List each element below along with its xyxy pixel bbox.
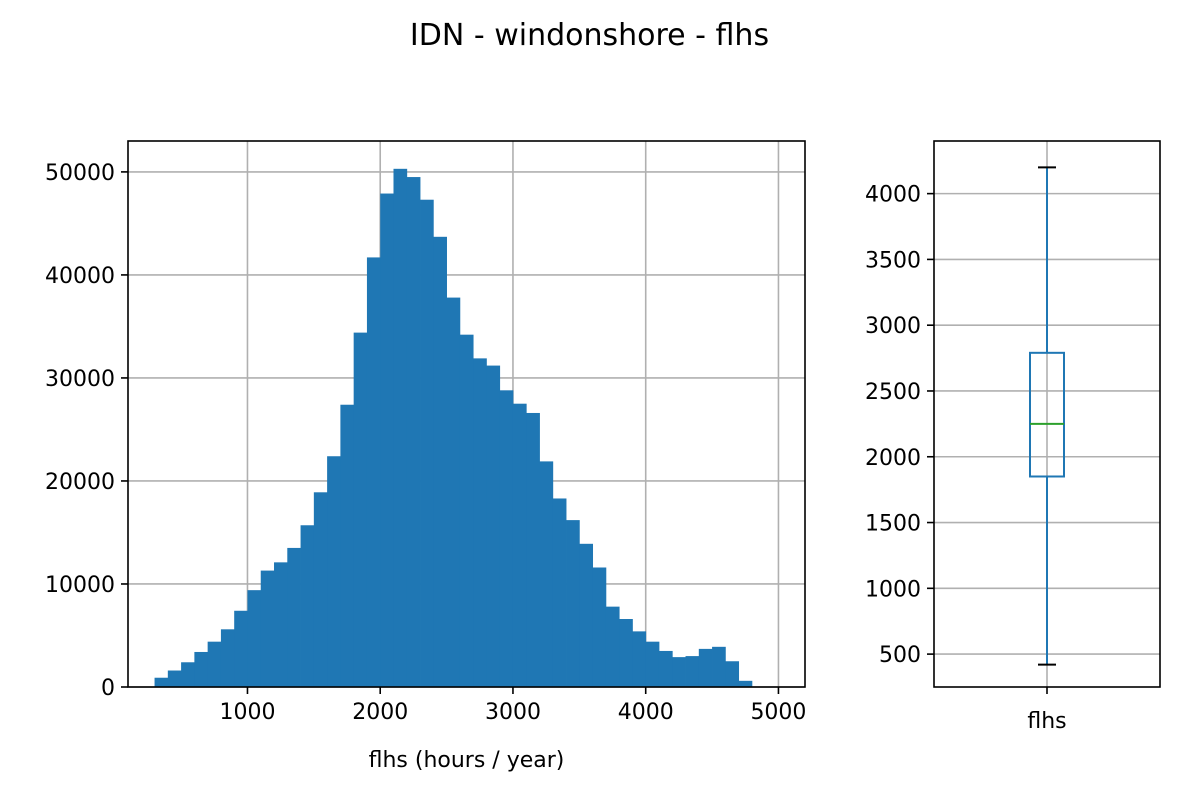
- histogram-bar: [473, 358, 487, 687]
- histogram-bar: [632, 631, 647, 687]
- y-tick-label: 2000: [865, 446, 921, 471]
- histogram-bar: [579, 543, 594, 687]
- histogram-bar: [393, 168, 408, 688]
- histogram-bar: [420, 199, 434, 687]
- histogram-bar: [645, 641, 660, 687]
- y-tick-label: 0: [101, 676, 115, 701]
- histogram-bar: [207, 641, 222, 687]
- histogram-bar: [672, 657, 686, 687]
- histogram-bar: [353, 332, 368, 687]
- chart-title: IDN - windonshore - flhs: [410, 18, 769, 53]
- histogram-bar: [234, 610, 248, 687]
- iqr-box: [1029, 351, 1065, 478]
- y-tick-label: 500: [879, 643, 921, 668]
- histogram-bar: [167, 670, 182, 687]
- y-tick-label: 1000: [865, 577, 921, 602]
- x-tick-label: 3000: [485, 700, 541, 725]
- x-tick-label: 1000: [219, 700, 275, 725]
- histogram-bar: [247, 590, 262, 687]
- y-tick-label: 4000: [865, 183, 921, 208]
- histogram-bar: [512, 403, 527, 687]
- histogram-xlabel: flhs (hours / year): [369, 748, 565, 773]
- histogram-bar: [287, 547, 301, 687]
- y-tick-label: 50000: [45, 161, 115, 186]
- x-tick-label: flhs: [1027, 709, 1066, 734]
- histogram-bar: [539, 461, 554, 687]
- histogram-bar: [619, 619, 633, 687]
- boxplot: [1029, 166, 1065, 666]
- histogram-bar: [181, 662, 195, 687]
- y-tick-label: 10000: [45, 573, 115, 598]
- y-tick-label: 3000: [865, 314, 921, 339]
- y-tick-label: 40000: [45, 264, 115, 289]
- x-tick-label: 2000: [352, 700, 408, 725]
- histogram-bar: [685, 656, 700, 687]
- histogram-bar: [738, 680, 753, 687]
- y-tick-label: 2500: [865, 380, 921, 405]
- histogram-bar: [406, 177, 421, 687]
- histogram-bar: [552, 498, 567, 687]
- histogram-frame: [127, 140, 806, 688]
- x-tick-label: 5000: [750, 700, 806, 725]
- histogram-bar: [712, 646, 726, 687]
- histogram-bar: [340, 404, 355, 687]
- histogram-bar: [698, 648, 713, 687]
- histogram-bar: [300, 525, 315, 687]
- histogram-bar: [499, 390, 514, 687]
- histogram-bar: [194, 651, 209, 687]
- histogram-ticks: 1000 2000 3000 4000 500001000020000300004000…: [45, 161, 806, 725]
- boxplot-ticks: 500 1000 1500 2000 2500 3000 3500 4000 flhs: [865, 183, 1067, 734]
- histogram-bar: [526, 412, 540, 687]
- histogram-bar: [592, 567, 607, 687]
- x-tick-label: 4000: [618, 700, 674, 725]
- histogram-bars: [154, 168, 753, 688]
- histogram-bar: [605, 606, 620, 687]
- histogram-bar: [433, 236, 447, 687]
- histogram-bar: [260, 570, 275, 687]
- y-tick-label: 1500: [865, 512, 921, 537]
- y-tick-label: 30000: [45, 367, 115, 392]
- histogram-bar: [313, 492, 328, 687]
- histogram-panel: 1000 2000 3000 4000 500001000020000300004000…: [45, 140, 806, 773]
- histogram-bar: [459, 334, 474, 687]
- histogram-bar: [220, 629, 235, 687]
- histogram-bar: [446, 297, 461, 687]
- boxplot-panel: 500 1000 1500 2000 2500 3000 3500 4000 flhs: [865, 140, 1161, 734]
- y-tick-label: 20000: [45, 470, 115, 495]
- histogram-bar: [366, 257, 381, 687]
- histogram-bar: [658, 650, 673, 687]
- histogram-bar: [486, 365, 501, 687]
- histogram-bar: [327, 456, 341, 687]
- histogram-bar: [274, 562, 288, 687]
- histogram-bar: [154, 677, 169, 687]
- histogram-bar: [380, 193, 394, 688]
- y-tick-label: 3500: [865, 248, 921, 273]
- histogram-bar: [725, 661, 740, 687]
- histogram-bar: [566, 520, 580, 687]
